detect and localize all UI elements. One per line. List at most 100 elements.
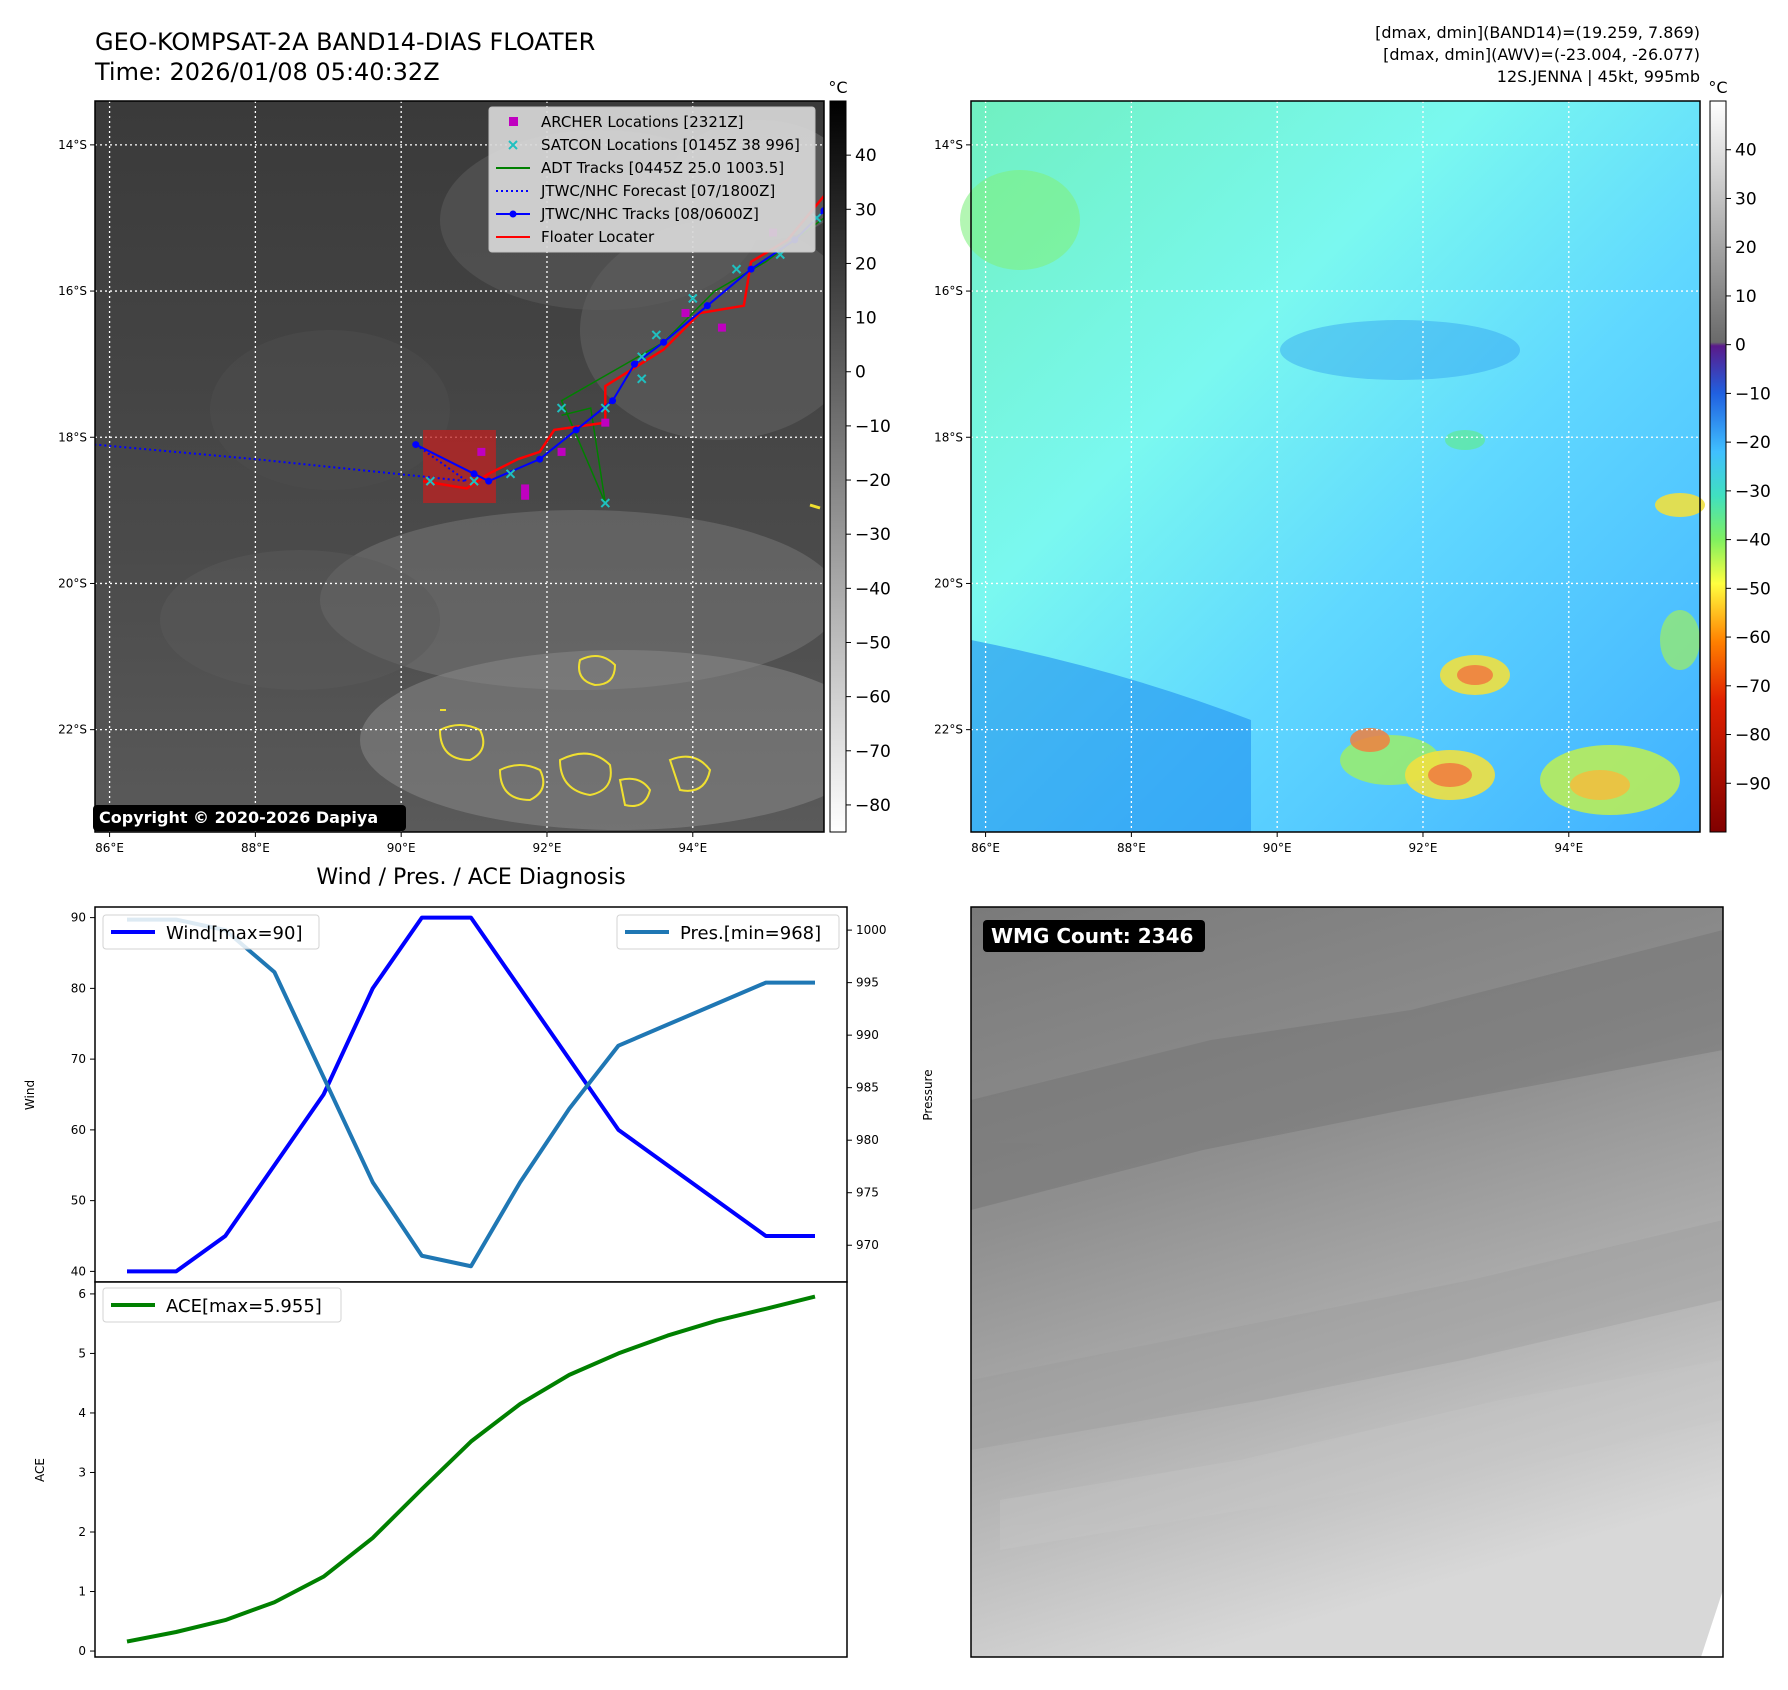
- lat-tick-label: 14°S: [934, 138, 963, 152]
- colorbar-tick-label: −90: [1735, 774, 1771, 794]
- colorbar-tick-label: −80: [855, 796, 891, 816]
- legend-dot: [509, 210, 517, 218]
- pressure-tick-label: 975: [856, 1186, 879, 1200]
- lat-tick-label: 22°S: [58, 723, 87, 737]
- legend-x-marker: [508, 140, 518, 150]
- track-legend: ARCHER Locations [2321Z] SATCON Locations…: [488, 106, 816, 253]
- archer-point: [717, 323, 726, 332]
- ace-tick-label: 2: [78, 1525, 86, 1539]
- jtwc-track-point: [630, 360, 638, 368]
- legend-label: SATCON Locations [0145Z 38 996]: [541, 136, 800, 154]
- colorbar-tick-label: −80: [1735, 726, 1771, 746]
- satcon-point: [637, 352, 647, 362]
- legend-label: Floater Locater: [541, 228, 655, 246]
- wind-tick-label: 60: [71, 1123, 86, 1137]
- archer-point: [521, 491, 530, 500]
- lon-tick-label: 92°E: [533, 841, 562, 855]
- colorbar-tick-label: −50: [855, 633, 891, 653]
- wind-line: [127, 915, 815, 1274]
- copyright-badge: Copyright © 2020-2026 Dapiya: [93, 805, 406, 831]
- lon-tick-label: 94°E: [1554, 841, 1583, 855]
- wind-axis-label: Wind: [23, 1080, 37, 1110]
- jtwc-track-point: [660, 338, 668, 346]
- wv-map-grid: [971, 101, 1700, 832]
- wind-tick-label: 50: [71, 1194, 86, 1208]
- ir-map-axis-ticks: 14°S 16°S 18°S 20°S 22°S 86°E 88°E 90°E 92°E 94°E: [58, 138, 707, 855]
- wmg-panel: WMG Count: 2346: [970, 906, 1724, 1658]
- colorbar-tick-label: −30: [1735, 482, 1771, 502]
- lon-tick-label: 92°E: [1409, 841, 1438, 855]
- ace-tick-label: 3: [78, 1465, 86, 1479]
- diagnosis-title: Wind / Pres. / ACE Diagnosis: [316, 865, 625, 890]
- jtwc-track-point: [572, 426, 580, 434]
- wmg-image: [971, 907, 1723, 1657]
- archer-point: [601, 418, 610, 427]
- jtwc-track-point: [536, 455, 544, 463]
- legend-item: Floater Locater: [496, 228, 655, 246]
- wmg-count-badge: WMG Count: 2346: [983, 920, 1205, 952]
- color-colorbar-unit: °C: [1708, 78, 1727, 97]
- satcon-point: [651, 330, 662, 340]
- colorbar-tick-label: −10: [855, 417, 891, 437]
- jtwc-track-point: [703, 302, 711, 310]
- satcon-point: [425, 476, 436, 486]
- jtwc-track-point: [747, 265, 755, 273]
- wind-tick-label: 40: [71, 1264, 86, 1278]
- legend-item: JTWC/NHC Forecast [07/1800Z]: [496, 182, 775, 200]
- archer-point: [557, 447, 566, 456]
- ace-tick-label: 1: [78, 1585, 86, 1599]
- colorbar-tick-label: 30: [855, 200, 877, 220]
- colorbar-tick-label: −50: [1735, 579, 1771, 599]
- copyright-text: Copyright © 2020-2026 Dapiya: [99, 808, 378, 827]
- info-awv: [dmax, dmin](AWV)=(-23.004, -26.077): [1383, 45, 1700, 64]
- wind-legend-label: Wind[max=90]: [166, 923, 303, 944]
- ir-map-tracks: [95, 195, 824, 508]
- figure-time: Time: 2026/01/08 05:40:32Z: [94, 58, 440, 86]
- colorbar-tick-label: −20: [855, 471, 891, 491]
- wmg-count-text: WMG Count: 2346: [991, 924, 1193, 948]
- colorbar-tick-label: 20: [1735, 238, 1757, 258]
- ace-tick-label: 5: [78, 1346, 86, 1360]
- colorbar-tick-label: −40: [855, 579, 891, 599]
- colorbar-tick-label: −10: [1735, 384, 1771, 404]
- pressure-tick-label: 1000: [856, 923, 887, 937]
- colorbar-tick-label: −70: [855, 742, 891, 762]
- wind-legend: Wind[max=90]: [102, 914, 320, 950]
- satcon-point: [556, 403, 567, 413]
- satcon-point: [731, 264, 742, 274]
- legend-label: ARCHER Locations [2321Z]: [541, 113, 744, 131]
- lat-tick-label: 22°S: [934, 723, 963, 737]
- legend-item: SATCON Locations [0145Z 38 996]: [508, 136, 800, 154]
- lat-tick-label: 14°S: [58, 138, 87, 152]
- pressure-legend: Pres.[min=968]: [616, 914, 840, 950]
- lat-tick-label: 18°S: [934, 430, 963, 444]
- wmg-texture: [971, 930, 1723, 1550]
- lon-tick-label: 90°E: [1263, 841, 1292, 855]
- lat-tick-label: 16°S: [58, 284, 87, 298]
- legend-item: JTWC/NHC Tracks [08/0600Z]: [496, 205, 759, 223]
- colorbar-tick-label: −20: [1735, 433, 1771, 453]
- lon-tick-label: 88°E: [241, 841, 270, 855]
- wv-map-axis-ticks: 14°S 16°S 18°S 20°S 22°S 86°E 88°E 90°E 92°E 94°E: [934, 138, 1583, 855]
- gray-colorbar-unit: °C: [828, 78, 847, 97]
- jtwc-track-point: [470, 470, 478, 478]
- wind-tick-label: 90: [71, 911, 86, 925]
- wind-tick-label: 70: [71, 1052, 86, 1066]
- ace-tick-label: 4: [78, 1406, 86, 1420]
- pressure-tick-label: 995: [856, 976, 879, 990]
- jtwc-track-point: [820, 207, 824, 215]
- lat-tick-label: 20°S: [934, 576, 963, 590]
- lon-tick-label: 88°E: [1117, 841, 1146, 855]
- info-band14: [dmax, dmin](BAND14)=(19.259, 7.869): [1375, 23, 1700, 42]
- legend-item: ADT Tracks [0445Z 25.0 1003.5]: [496, 159, 784, 177]
- info-storm: 12S.JENNA | 45kt, 995mb: [1497, 67, 1700, 86]
- satcon-point: [469, 476, 479, 486]
- satcon-point: [600, 498, 611, 508]
- legend-label: JTWC/NHC Forecast [07/1800Z]: [540, 182, 775, 200]
- colorbar-tick-label: 20: [855, 254, 877, 274]
- lon-tick-label: 86°E: [95, 841, 124, 855]
- satcon-point: [637, 374, 647, 384]
- figure-title: GEO-KOMPSAT-2A BAND14-DIAS FLOATER: [95, 28, 595, 56]
- ace-legend-label: ACE[max=5.955]: [166, 1296, 322, 1317]
- ace-axis-label: ACE: [33, 1458, 47, 1482]
